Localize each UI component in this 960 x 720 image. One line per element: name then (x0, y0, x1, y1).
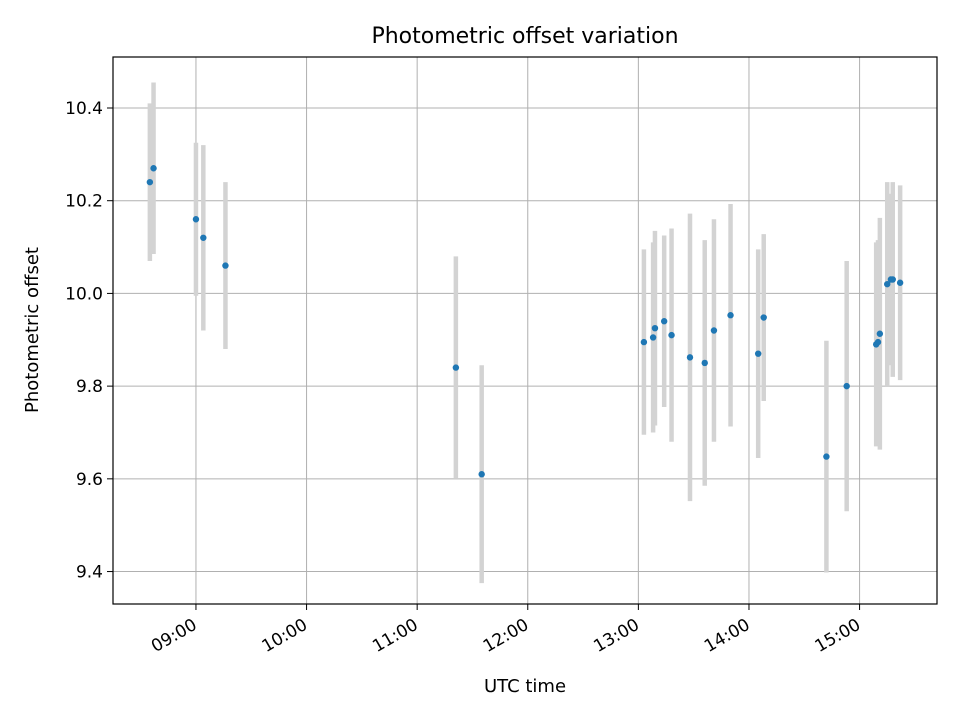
data-point (478, 471, 485, 478)
y-tick-label: 9.4 (76, 563, 103, 583)
grid-lines (113, 57, 937, 604)
data-point (874, 338, 882, 346)
y-axis-label: Photometric offset (22, 247, 43, 413)
data-points (146, 165, 904, 478)
plot-frame (112, 56, 938, 605)
data-point (876, 330, 884, 337)
data-point (192, 216, 200, 223)
data-point (760, 314, 767, 321)
data-point (649, 334, 657, 341)
data-point (823, 453, 830, 460)
data-point (710, 327, 718, 334)
data-point (701, 359, 708, 367)
data-point (222, 262, 229, 269)
data-point (452, 364, 460, 371)
data-point (843, 382, 850, 390)
data-point (150, 165, 157, 172)
y-tick-label: 9.8 (76, 377, 103, 397)
chart-title: Photometric offset variation (371, 24, 678, 49)
data-point (686, 354, 694, 361)
y-tick-label: 10.2 (65, 192, 103, 212)
data-point (660, 318, 668, 325)
data-point (727, 312, 734, 319)
data-point (640, 338, 648, 346)
data-point (884, 280, 891, 288)
y-tick-label: 10.4 (65, 99, 103, 119)
data-point (146, 178, 154, 186)
data-point (889, 276, 896, 283)
x-axis-ticks: 09:00 10:00 11:00 12:00 13:00 14:00 15:00 (148, 604, 864, 657)
y-axis-ticks: 9.4 9.6 9.8 10.0 10.2 10.4 (65, 99, 113, 583)
data-point (651, 324, 659, 332)
y-tick-label: 9.6 (76, 470, 103, 490)
data-point (754, 350, 762, 357)
y-tick-label: 10.0 (65, 284, 103, 304)
x-axis-label: UTC time (484, 676, 566, 697)
data-point (668, 331, 675, 339)
data-point (896, 279, 904, 286)
data-point (200, 234, 207, 241)
